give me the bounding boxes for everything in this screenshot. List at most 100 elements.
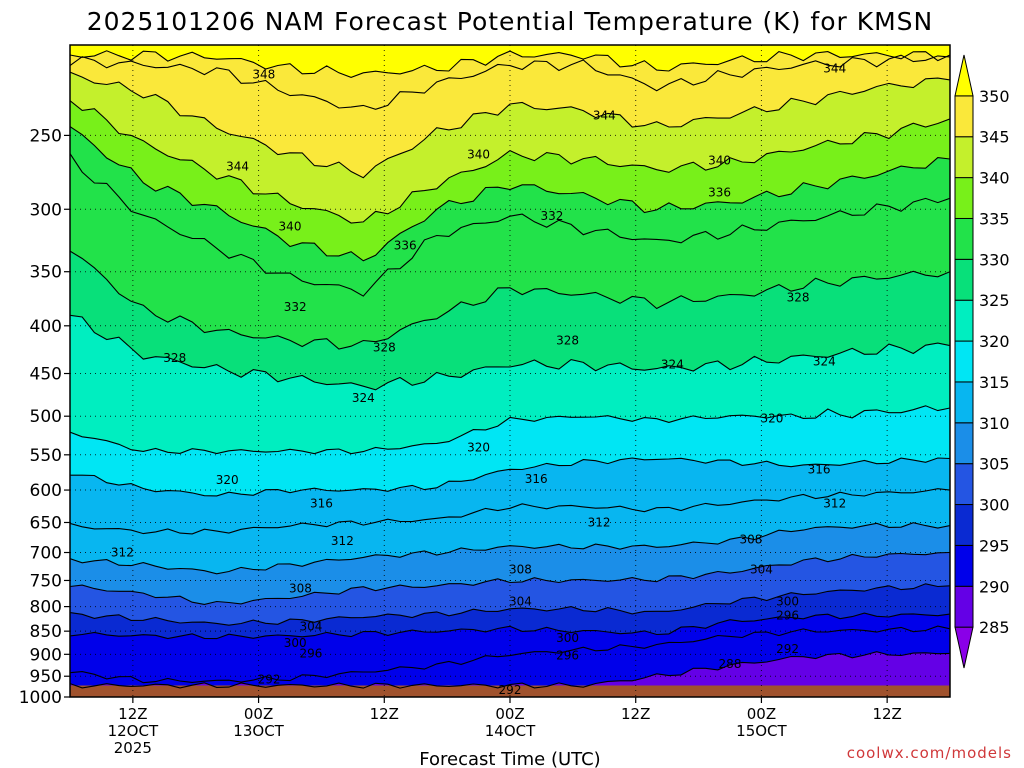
y-tick-label-300: 300 <box>30 200 62 220</box>
contour-label-304-30: 304 <box>750 563 773 577</box>
contour-label-320-18: 320 <box>760 412 783 426</box>
colorbar-label-340: 340 <box>979 169 1010 188</box>
y-tick-label-850: 850 <box>30 622 62 642</box>
isentrope-348 <box>70 54 950 110</box>
contour-label-320-19: 320 <box>467 440 490 454</box>
isentrope-304 <box>70 551 950 605</box>
contour-label-316-22: 316 <box>808 462 831 476</box>
colorbar-label-330: 330 <box>979 250 1010 269</box>
colorbar-segment-1 <box>954 585 974 628</box>
contour-label-340-7: 340 <box>279 219 302 233</box>
colorbar-segment-0 <box>954 626 974 669</box>
contour-label-344-2: 344 <box>593 108 616 122</box>
contour-label-336-6: 336 <box>708 186 731 200</box>
contour-label-296-38: 296 <box>299 646 322 660</box>
y-tick-label-250: 250 <box>30 126 62 146</box>
contour-label-308-28: 308 <box>739 533 762 547</box>
contour-label-292-39: 292 <box>776 642 799 656</box>
y-tick-label-400: 400 <box>30 317 62 337</box>
contour-label-304-35: 304 <box>299 619 322 633</box>
contour-label-300-33: 300 <box>776 595 799 609</box>
x-axis-label: Forecast Time (UTC) <box>419 749 600 768</box>
x-tick-label-66-1: 00Z <box>747 705 776 723</box>
y-tick-label-350: 350 <box>30 263 62 283</box>
x-tick-label-78-1: 12Z <box>872 705 901 723</box>
colorbar-segment-11 <box>954 177 974 219</box>
plot-area: 348 344 344 344 340 340 336 340 332 336 328 332 328 3… <box>70 45 950 697</box>
contour-label-312-26: 312 <box>331 534 354 548</box>
colorbar-segment-12 <box>954 136 974 179</box>
colorbar-segment-7 <box>954 340 974 383</box>
contour-label-324-16: 324 <box>813 355 836 369</box>
colorbar-segment-6 <box>954 381 974 424</box>
x-tick-label-18-2: 13OCT <box>233 722 284 740</box>
isentrope-336 <box>70 126 950 262</box>
contour-label-328-13: 328 <box>373 340 396 354</box>
y-tick-label-750: 750 <box>30 571 62 591</box>
y-tick-label-700: 700 <box>30 544 62 564</box>
isentrope-296 <box>70 612 950 640</box>
y-tick-label-550: 550 <box>30 446 62 466</box>
contour-label-288-41: 288 <box>719 657 742 671</box>
colorbar-label-305: 305 <box>979 455 1010 474</box>
contour-label-300-36: 300 <box>556 631 579 645</box>
colorbar-segment-10 <box>954 217 974 260</box>
contour-label-292-43: 292 <box>499 683 522 697</box>
grid-lines <box>70 45 950 697</box>
colorbar-label-315: 315 <box>979 373 1010 392</box>
isentrope-332 <box>70 153 950 297</box>
y-tick-label-1000: 1000 <box>19 688 62 708</box>
x-tick-label-42-2: 14OCT <box>485 722 536 740</box>
contour-label-304-32: 304 <box>509 595 532 609</box>
credit-text[interactable]: coolwx.com/models <box>847 744 1012 762</box>
contour-label-308-31: 308 <box>289 581 312 595</box>
contour-label-328-10: 328 <box>787 290 810 304</box>
fill-band-328 <box>70 153 950 349</box>
x-tick-label-18-1: 00Z <box>244 705 273 723</box>
colorbar-segment-8 <box>954 299 974 342</box>
colorbar-label-295: 295 <box>979 536 1010 555</box>
isentrope-320 <box>70 405 950 455</box>
isentrope-308 <box>70 522 950 575</box>
contour-label-344-3: 344 <box>226 160 249 174</box>
y-tick-label-600: 600 <box>30 481 62 501</box>
colorbar-label-300: 300 <box>979 496 1010 515</box>
y-tick-label-650: 650 <box>30 513 62 533</box>
fill-band-340 <box>70 72 950 223</box>
colorbar-label-310: 310 <box>979 414 1010 433</box>
fill-band-304 <box>70 522 950 605</box>
colorbar: 285 290 295 300 305 310 315 320 325 330 335 340 345 3… <box>954 54 1010 669</box>
isentrope-312 <box>70 488 950 535</box>
fill-band-292 <box>70 613 950 683</box>
isentrope-344 <box>70 71 950 179</box>
ground-terrain <box>70 685 950 697</box>
contour-label-324-17: 324 <box>352 391 375 405</box>
contour-label-324-15: 324 <box>661 357 684 371</box>
colorbar-label-290: 290 <box>979 577 1010 596</box>
contour-label-332-8: 332 <box>540 209 563 223</box>
contour-label-296-34: 296 <box>776 609 799 623</box>
contour-label-300-37: 300 <box>284 636 307 650</box>
colorbar-segment-2 <box>954 544 974 587</box>
fill-band-320 <box>70 315 950 454</box>
colorbar-segment-3 <box>954 504 974 546</box>
isentrope-300 <box>70 583 950 626</box>
contour-label-340-4: 340 <box>467 147 490 161</box>
contour-label-316-21: 316 <box>525 472 548 486</box>
colorbar-segment-14 <box>954 54 974 97</box>
isentrope-316 <box>70 457 950 497</box>
contour-label-316-23: 316 <box>310 496 333 510</box>
isentrope-288 <box>70 651 950 689</box>
contour-label-320-20: 320 <box>216 473 239 487</box>
isentrope-contour-layer <box>70 50 950 689</box>
x-tick-label-42-1: 00Z <box>495 705 524 723</box>
contour-label-328-12: 328 <box>163 351 186 365</box>
fill-band-344 <box>70 55 950 178</box>
y-tick-label-500: 500 <box>30 407 62 427</box>
fill-band-348 <box>70 50 950 110</box>
isentrope-292 <box>70 625 950 684</box>
contour-label-328-14: 328 <box>556 334 579 348</box>
contour-label-348-0: 348 <box>252 67 275 81</box>
x-tick-label-6-3: 2025 <box>114 739 152 757</box>
contour-label-332-11: 332 <box>284 300 307 314</box>
